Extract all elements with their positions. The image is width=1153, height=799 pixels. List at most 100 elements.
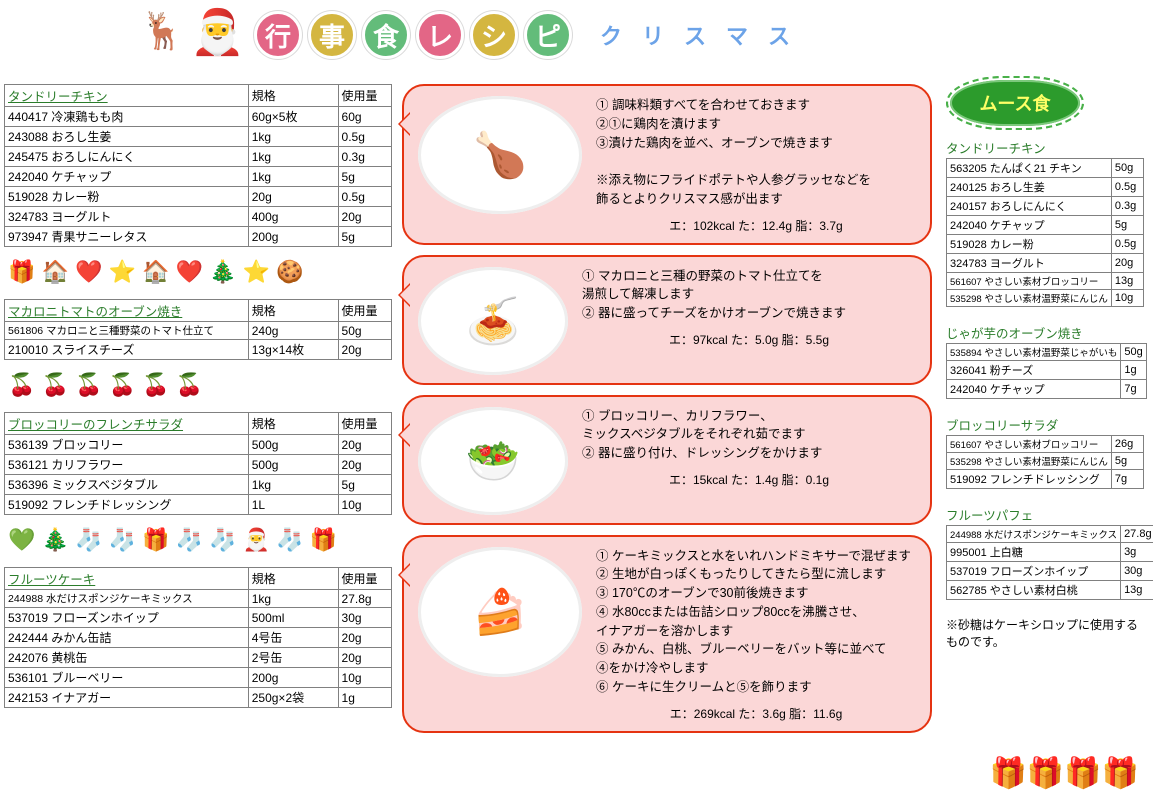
mousse-badge: ムース食 [950,80,1080,126]
ingredient-name: 245475 おろしにんにく [5,147,249,167]
ingredient-name: 536121 カリフラワー [5,455,249,475]
nutrition-info: エ：15kcal た：1.4g 脂：0.1g [582,471,916,489]
ingredient-name: 519092 フレンチドレッシング [5,495,249,515]
table-row: 536121 カリフラワー500g20g [5,455,392,475]
recipe-card: 🍝① マカロニと三種の野菜のトマト仕立てを湯煎して解凍します② 器に盛ってチーズ… [402,255,932,385]
ingredient-name: 242040 ケチャップ [947,380,1121,399]
table-row: 519028 カレー粉0.5g [947,235,1144,254]
table-row: 561607 やさしい素材ブロッコリー13g [947,273,1144,290]
ingredient-spec: 1L [248,495,338,515]
ingredient-name: 326041 粉チーズ [947,361,1121,380]
ingredient-name: 240157 おろしにんにく [947,197,1112,216]
subtitle-char: ス [758,14,800,56]
recipe-step: ⑤ みかん、白桃、ブルーベリーをバット等に並べて [596,640,916,659]
ingredient-amount: 20g [338,340,391,360]
recipe-step: ⑥ ケーキに生クリームと⑤を飾ります [596,678,916,697]
ingredient-spec: 13g×14枚 [248,340,338,360]
ingredient-name: 535298 やさしい素材温野菜にんじん [947,290,1112,307]
ingredient-amount: 0.3g [338,147,391,167]
table-row: 561806 マカロニと三種野菜のトマト仕立て240g50g [5,322,392,340]
ingredient-amount: 20g [1111,254,1143,273]
food-image: 🍰 [418,547,582,677]
ingredient-name: 973947 青果サニーレタス [5,227,249,247]
mousse-table: 535894 やさしい素材温野菜じゃがいも50g326041 粉チーズ1g242… [946,343,1147,399]
ingredient-amount: 10g [338,668,391,688]
decor-icons: 💚 🎄 🧦 🧦 🎁 🧦 🧦 🎅 🧦 🎁 [8,521,392,559]
recipe-step: ミックスベジタブルをそれぞれ茹でます [582,425,916,444]
ingredient-amount: 5g [1111,453,1143,470]
column-header: 規格 [248,568,338,590]
card-text: ① 調味料類すべてを合わせておきます②①に鶏肉を漬けます③漬けた鶏肉を並べ、オー… [596,96,916,235]
ingredient-name: 561607 やさしい素材ブロッコリー [947,436,1112,453]
ingredient-name: 519092 フレンチドレッシング [947,470,1112,489]
ingredient-name: 324783 ヨーグルト [5,207,249,227]
mousse-column: ムース食 タンドリーチキン563205 たんぱく21 チキン50g240125 … [946,80,1146,650]
mousse-recipe-title: ブロッコリーサラダ [946,415,1146,434]
mousse-note: ※砂糖はケーキシロップに使用するものです。 [946,616,1146,650]
ingredient-name: 537019 フローズンホイップ [5,608,249,628]
recipe-step: ※添え物にフライドポテトや人参グラッセなどを [596,171,916,190]
recipe-step: ② 生地が白っぽくもったりしてきたら型に流します [596,565,916,584]
recipe-step: ① ブロッコリー、カリフラワー、 [582,407,916,426]
table-row: 440417 冷凍鶏もも肉60g×5枚60g [5,107,392,127]
table-row: 995001 上白糖3g [947,543,1153,562]
card-text: ① ケーキミックスと水をいれハンドミキサーで混ぜます② 生地が白っぽくもったりし… [596,547,916,723]
subtitle: クリスマス [590,14,800,56]
ingredient-spec: 400g [248,207,338,227]
ingredient-amount: 7g [1111,470,1143,489]
ingredient-amount: 50g [1121,344,1146,361]
ingredient-amount: 7g [1121,380,1146,399]
reindeer-icon [140,10,180,60]
ingredient-spec: 500g [248,455,338,475]
ingredient-name: 519028 カレー粉 [5,187,249,207]
table-row: 245475 おろしにんにく1kg0.3g [5,147,392,167]
ingredient-name: 440417 冷凍鶏もも肉 [5,107,249,127]
ingredient-table: タンドリーチキン規格使用量440417 冷凍鶏もも肉60g×5枚60g24308… [4,84,392,247]
ingredient-tables: タンドリーチキン規格使用量440417 冷凍鶏もも肉60g×5枚60g24308… [4,84,392,716]
ingredient-name: 242076 黄桃缶 [5,648,249,668]
ingredient-name: 242444 みかん缶詰 [5,628,249,648]
mousse-table: 561607 やさしい素材ブロッコリー26g535298 やさしい素材温野菜にん… [946,435,1144,489]
table-row: 324783 ヨーグルト20g [947,254,1144,273]
page: 行事食レシピ クリスマス タンドリーチキン規格使用量440417 冷凍鶏もも肉6… [0,0,1153,799]
nutrition-info: エ：269kcal た：3.6g 脂：11.6g [596,705,916,723]
ingredient-amount: 26g [1111,436,1143,453]
ingredient-table: ブロッコリーのフレンチサラダ規格使用量536139 ブロッコリー500g20g5… [4,412,392,515]
recipe-step: ④ 水80ccまたは缶詰シロップ80ccを沸騰させ、 [596,603,916,622]
recipe-step: ③ 170℃のオーブンで30前後焼きます [596,584,916,603]
ingredient-name: 561607 やさしい素材ブロッコリー [947,273,1112,290]
mousse-table: 563205 たんぱく21 チキン50g240125 おろし生姜0.5g2401… [946,158,1144,307]
recipe-step: 飾るとよりクリスマス感が出ます [596,190,916,209]
column-header: 規格 [248,85,338,107]
ingredient-amount: 1g [1121,361,1146,380]
ingredient-spec: 1kg [248,590,338,608]
ingredient-amount: 20g [338,455,391,475]
ingredient-spec: 250g×2袋 [248,688,338,708]
title-char: 行 [254,11,302,59]
mousse-table: 244988 水だけスポンジケーキミックス27.8g995001 上白糖3g53… [946,525,1153,600]
title-char: シ [470,11,518,59]
ingredient-amount: 10g [1111,290,1143,307]
header: 行事食レシピ クリスマス [140,6,800,64]
ingredient-amount: 1g [338,688,391,708]
recipe-step: ② 器に盛ってチーズをかけオーブンで焼きます [582,304,916,323]
nutrition-info: エ：102kcal た：12.4g 脂：3.7g [596,217,916,235]
ingredient-amount: 0.5g [338,127,391,147]
ingredient-spec: 2号缶 [248,648,338,668]
recipe-title: マカロニトマトのオーブン焼き [5,300,249,322]
column-header: 使用量 [338,568,391,590]
table-row: 242153 イナアガー250g×2袋1g [5,688,392,708]
table-row: 535298 やさしい素材温野菜にんじん5g [947,453,1144,470]
recipe-card: 🍰① ケーキミックスと水をいれハンドミキサーで混ぜます② 生地が白っぽくもったり… [402,535,932,733]
ingredient-spec: 200g [248,227,338,247]
ingredient-name: 242153 イナアガー [5,688,249,708]
recipe-title: フルーツケーキ [5,568,249,590]
card-text: ① ブロッコリー、カリフラワー、ミックスベジタブルをそれぞれ茹でます② 器に盛り… [582,407,916,515]
ingredient-amount: 13g [1121,581,1153,600]
ingredient-name: 240125 おろし生姜 [947,178,1112,197]
ingredient-spec: 200g [248,668,338,688]
decor-icons: 🍒 🍒 🍒 🍒 🍒 🍒 [8,366,392,404]
recipe-step: 湯煎して解凍します [582,285,916,304]
table-row: 536396 ミックスベジタブル1kg5g [5,475,392,495]
ingredient-name: 243088 おろし生姜 [5,127,249,147]
